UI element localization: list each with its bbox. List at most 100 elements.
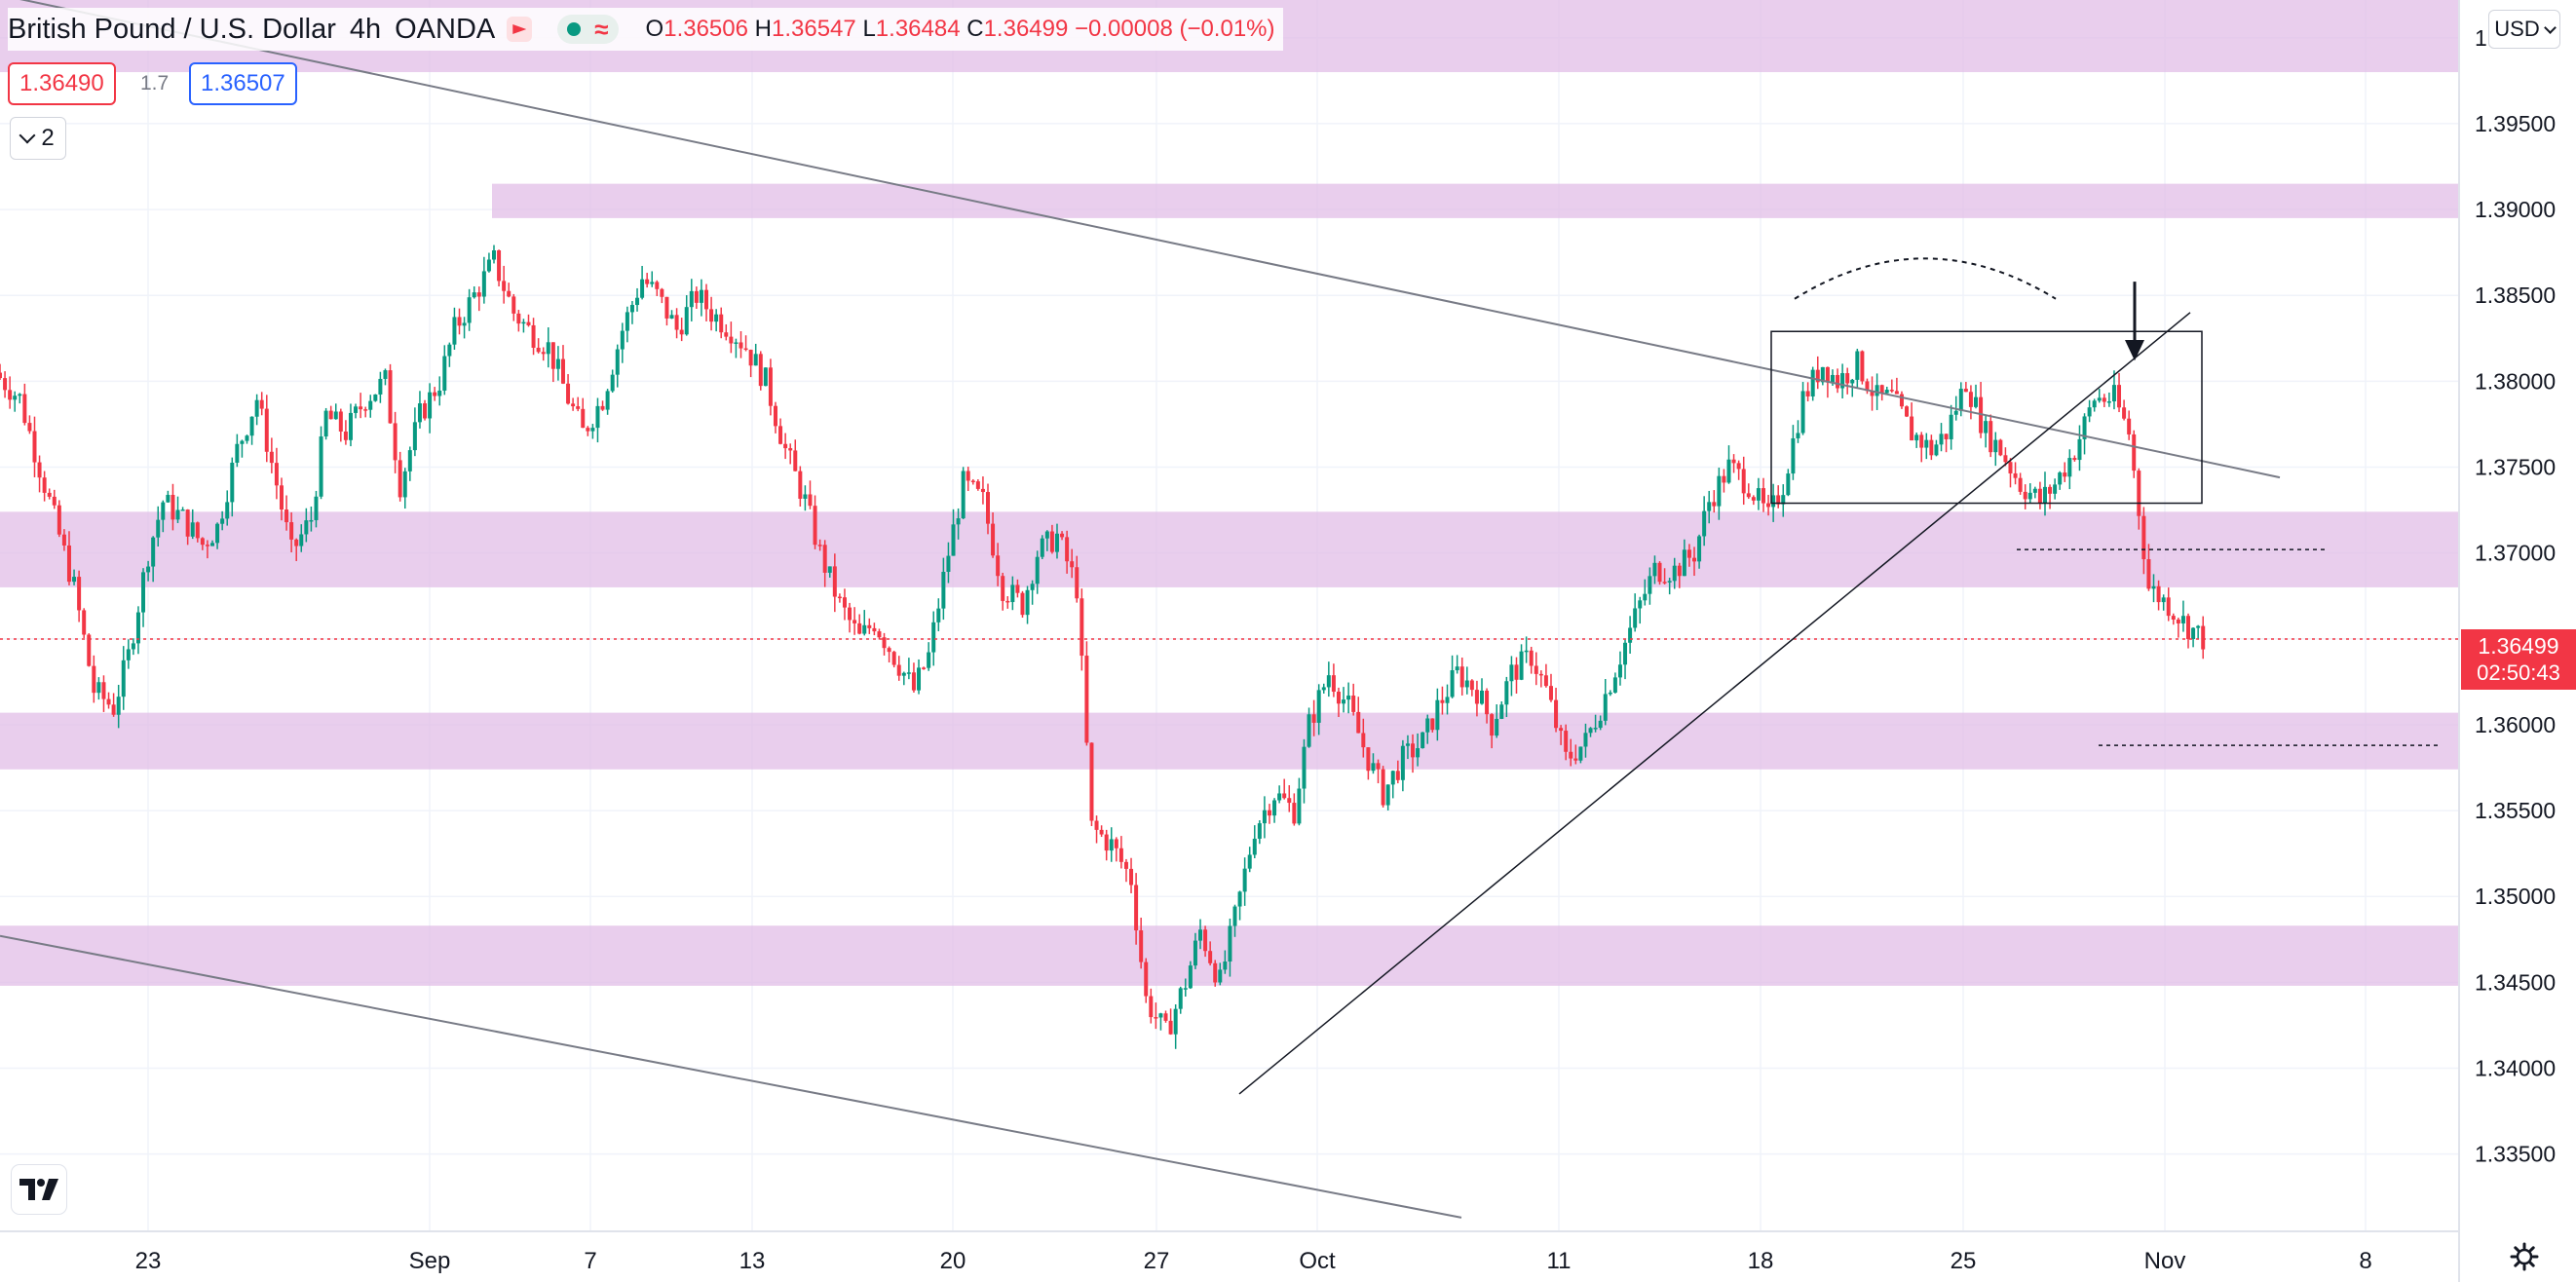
candle-body [492,250,496,260]
candle-body [817,545,822,547]
candle-body [1702,510,1707,537]
candle-body [2048,486,2053,494]
tradingview-logo-icon[interactable] [12,1165,66,1214]
candle-body [497,250,502,282]
candle-body [2092,400,2097,408]
candle-body [423,403,428,419]
indicator-badges[interactable]: ≈ [557,15,619,44]
candle-body [793,450,798,471]
candle-body [2191,627,2196,639]
candle-body [808,494,813,507]
candle-body [235,443,240,463]
candle-body [1830,374,1835,383]
candle-body [279,485,284,510]
currency-button[interactable]: USD [2488,10,2560,49]
candle-body [402,471,407,498]
settings-gear-icon[interactable] [2510,1242,2539,1271]
candle-body [1168,1020,1173,1035]
candle-body [323,410,328,437]
candle-body [536,347,541,353]
candle-body [1677,565,1682,577]
candle-body [1836,374,1840,389]
candle-body [269,451,274,464]
candle-body [1075,567,1080,599]
candle-body [205,545,209,547]
candle-body [645,279,650,284]
candle-body [2137,471,2141,516]
candle-body [1094,820,1099,830]
candle-body [1035,556,1040,584]
candle-body [1736,463,1741,470]
candle-body [433,392,437,396]
interval-label[interactable]: 4h [349,13,382,45]
price-tick-label: 1.36000 [2475,712,2556,737]
candle-body [437,390,442,396]
candle-body [857,622,862,634]
time-axis: 23 Sep 7 13 20 27 Oct 11 18 25 Nov 8 [0,1230,2459,1274]
candle-body [724,332,729,337]
candle-body [734,342,739,344]
candle-body [1208,951,1213,963]
time-tick-label: 8 [2359,1248,2371,1274]
candle-body [773,405,777,427]
candle-body [931,622,936,653]
candle-body [739,342,743,349]
indicators-toggle-button[interactable]: 2 [10,117,66,160]
candle-body [1855,351,1860,380]
candle-body [2082,416,2087,439]
candle-body [378,378,383,395]
buy-button[interactable]: 1.36507 [189,62,297,105]
candle-body [1430,718,1435,731]
low-value: 1.36484 [875,16,961,42]
candle-body [946,555,951,572]
candle-body [1717,475,1722,507]
candle-body [1958,389,1963,411]
candle-body [1302,746,1307,789]
candle-body [1193,940,1197,966]
candle-body [338,411,343,432]
candle-body [511,296,516,314]
candle-body [1485,690,1490,715]
sell-button[interactable]: 1.36490 [8,62,116,105]
price-zone [492,183,2459,218]
candle-body [1766,503,1771,508]
candle-body [996,555,1001,577]
candle-body [1776,495,1781,505]
candle-body [61,534,66,546]
candle-body [2132,434,2137,471]
candle-body [1044,531,1049,539]
candle-body [106,698,111,705]
consolidation-box [1770,330,2203,505]
broker-label[interactable]: OANDA [395,13,496,45]
candle-body [190,522,195,537]
candle-body [922,667,927,669]
candle-body [951,524,956,556]
candle-body [1564,731,1569,752]
candle-body [1070,561,1075,568]
candle-body [13,396,18,400]
candle-body [610,374,615,392]
candle-body [778,426,783,444]
candle-body [660,288,664,297]
candle-body [398,460,402,498]
candle-body [550,342,555,369]
candle-body [1934,444,1939,456]
candle-body [699,289,703,303]
candle-body [2161,597,2166,603]
candle-body [1282,793,1287,799]
market-status-icon[interactable] [507,17,533,42]
candle-body [1815,369,1820,383]
candle-body [1949,414,1953,439]
candle-body [1228,925,1232,962]
candle-body [146,566,151,573]
candle-body [121,660,126,698]
candle-body [185,509,190,537]
symbol-name[interactable]: British Pound / U.S. Dollar [8,13,336,45]
candle-body [210,543,215,547]
candle-body [1356,711,1361,734]
candle-body [2176,620,2180,623]
candle-body [1144,962,1149,997]
candle-body [1158,1013,1163,1018]
candle-body [1914,434,1919,441]
